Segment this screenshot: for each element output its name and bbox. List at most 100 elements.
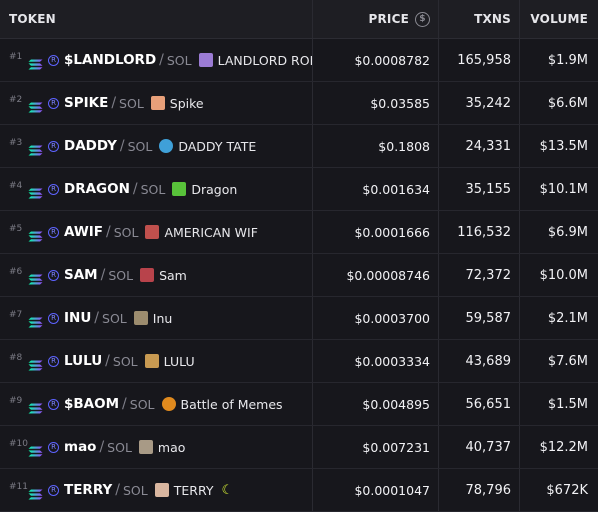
solana-chain-icon bbox=[28, 55, 43, 69]
rank-label: #2 bbox=[9, 95, 23, 105]
txns-cell: 40,737 bbox=[439, 426, 520, 468]
token-cell[interactable]: #2 R SPIKE / SOL Spike bbox=[0, 82, 313, 124]
table-row[interactable]: #8 R LULU / SOL LULU $0.0003334 43,689 $7.6M bbox=[0, 340, 598, 383]
token-symbol[interactable]: DADDY bbox=[64, 138, 117, 154]
column-header-price[interactable]: PRICE $ bbox=[313, 0, 439, 38]
price-cell: $0.1808 bbox=[313, 125, 439, 167]
table-row[interactable]: #5 R AWIF / SOL AMERICAN WIF $0.0001666 116,532… bbox=[0, 211, 598, 254]
txns-value: 72,372 bbox=[465, 267, 512, 283]
token-cell[interactable]: #3 R DADDY / SOL DADDY TATE bbox=[0, 125, 313, 167]
quote-symbol: SOL bbox=[166, 52, 192, 68]
volume-cell: $6.9M bbox=[520, 211, 598, 253]
txns-cell: 72,372 bbox=[439, 254, 520, 296]
rank-label: #3 bbox=[9, 138, 23, 148]
price-cell: $0.004895 bbox=[313, 383, 439, 425]
token-cell[interactable]: #5 R AWIF / SOL AMERICAN WIF bbox=[0, 211, 313, 253]
token-cell[interactable]: #1 R $LANDLORD / SOL LANDLORD RON bbox=[0, 39, 313, 81]
quote-symbol: SOL bbox=[107, 439, 132, 455]
token-symbol[interactable]: $BAOM bbox=[64, 396, 120, 412]
volume-value: $1.9M bbox=[547, 52, 588, 68]
txns-value: 165,958 bbox=[457, 52, 511, 68]
solana-chain-icon bbox=[28, 141, 43, 155]
quote-symbol: SOL bbox=[122, 482, 148, 498]
price-value: $0.1808 bbox=[378, 138, 430, 154]
table-row[interactable]: #4 R DRAGON / SOL Dragon $0.001634 35,155 $10.1M bbox=[0, 168, 598, 211]
pair-separator: / bbox=[94, 310, 100, 326]
moon-icon: ☾ bbox=[221, 482, 234, 498]
token-symbol[interactable]: TERRY bbox=[64, 482, 113, 498]
solana-chain-icon bbox=[28, 98, 43, 112]
quote-symbol: SOL bbox=[119, 95, 144, 111]
txns-value: 40,737 bbox=[465, 439, 512, 455]
price-value: $0.0003334 bbox=[354, 353, 430, 369]
txns-cell: 24,331 bbox=[439, 125, 520, 167]
raydium-dex-icon: R bbox=[48, 97, 59, 109]
table-row[interactable]: #1 R $LANDLORD / SOL LANDLORD RON $0.0008782 16… bbox=[0, 39, 598, 82]
table-row[interactable]: #3 R DADDY / SOL DADDY TATE $0.1808 24,331 $13.5… bbox=[0, 125, 598, 168]
column-header-volume[interactable]: VOLUME bbox=[520, 0, 598, 38]
price-cell: $0.03585 bbox=[313, 82, 439, 124]
txns-value: 78,796 bbox=[465, 482, 512, 498]
raydium-dex-icon: R bbox=[48, 312, 59, 324]
txns-value: 43,689 bbox=[465, 353, 512, 369]
token-cell[interactable]: #9 R $BAOM / SOL Battle of Memes bbox=[0, 383, 313, 425]
token-name: LANDLORD RON bbox=[217, 52, 313, 68]
price-value: $0.0008782 bbox=[354, 52, 430, 68]
rank-label: #5 bbox=[9, 224, 23, 234]
token-avatar bbox=[198, 53, 213, 67]
volume-value: $7.6M bbox=[547, 353, 588, 369]
dollar-circle-icon[interactable]: $ bbox=[415, 11, 430, 27]
price-cell: $0.001634 bbox=[313, 168, 439, 210]
quote-symbol: SOL bbox=[102, 310, 127, 326]
token-symbol[interactable]: $LANDLORD bbox=[64, 52, 157, 68]
txns-cell: 78,796 bbox=[439, 469, 520, 511]
volume-value: $2.1M bbox=[547, 310, 588, 326]
volume-value: $672K bbox=[546, 482, 588, 498]
txns-cell: 35,155 bbox=[439, 168, 520, 210]
price-cell: $0.0003334 bbox=[313, 340, 439, 382]
token-symbol[interactable]: DRAGON bbox=[64, 181, 130, 197]
table-body: #1 R $LANDLORD / SOL LANDLORD RON $0.0008782 16… bbox=[0, 39, 598, 512]
token-symbol[interactable]: mao bbox=[64, 439, 97, 455]
token-symbol[interactable]: SAM bbox=[64, 267, 98, 283]
token-name: DADDY TATE bbox=[178, 138, 257, 154]
token-symbol[interactable]: SPIKE bbox=[64, 95, 109, 111]
token-symbol[interactable]: INU bbox=[64, 310, 92, 326]
token-cell[interactable]: #7 R INU / SOL Inu bbox=[0, 297, 313, 339]
price-cell: $0.00008746 bbox=[313, 254, 439, 296]
table-row[interactable]: #2 R SPIKE / SOL Spike $0.03585 35,242 $6.6M bbox=[0, 82, 598, 125]
token-name: Sam bbox=[159, 267, 187, 283]
price-cell: $0.0003700 bbox=[313, 297, 439, 339]
column-header-token-label: TOKEN bbox=[9, 12, 56, 26]
token-cell[interactable]: #11 R TERRY / SOL TERRY ☾ bbox=[0, 469, 313, 511]
column-header-txns[interactable]: TXNS bbox=[439, 0, 520, 38]
token-avatar bbox=[145, 225, 160, 239]
pair-separator: / bbox=[105, 224, 111, 240]
rank-label: #11 bbox=[9, 482, 28, 492]
table-row[interactable]: #6 R SAM / SOL Sam $0.00008746 72,372 $10.0M bbox=[0, 254, 598, 297]
txns-value: 116,532 bbox=[457, 224, 511, 240]
table-row[interactable]: #11 R TERRY / SOL TERRY ☾ $0.0001047 78,796 $672K bbox=[0, 469, 598, 512]
table-row[interactable]: #7 R INU / SOL Inu $0.0003700 59,587 $2.1M bbox=[0, 297, 598, 340]
volume-value: $1.5M bbox=[547, 396, 588, 412]
txns-value: 59,587 bbox=[465, 310, 512, 326]
column-header-token[interactable]: TOKEN bbox=[0, 0, 313, 38]
token-cell[interactable]: #8 R LULU / SOL LULU bbox=[0, 340, 313, 382]
solana-chain-icon bbox=[28, 270, 43, 284]
txns-cell: 56,651 bbox=[439, 383, 520, 425]
token-symbol[interactable]: LULU bbox=[64, 353, 103, 369]
raydium-dex-icon: R bbox=[48, 269, 59, 281]
volume-cell: $10.0M bbox=[520, 254, 598, 296]
token-avatar bbox=[140, 268, 155, 282]
raydium-dex-icon: R bbox=[48, 226, 59, 238]
solana-chain-icon bbox=[28, 184, 43, 198]
solana-chain-icon bbox=[28, 356, 43, 370]
table-row[interactable]: #9 R $BAOM / SOL Battle of Memes $0.004895 56,6… bbox=[0, 383, 598, 426]
token-cell[interactable]: #4 R DRAGON / SOL Dragon bbox=[0, 168, 313, 210]
volume-cell: $2.1M bbox=[520, 297, 598, 339]
token-symbol[interactable]: AWIF bbox=[64, 224, 103, 240]
column-header-price-label: PRICE bbox=[368, 12, 409, 26]
token-cell[interactable]: #6 R SAM / SOL Sam bbox=[0, 254, 313, 296]
